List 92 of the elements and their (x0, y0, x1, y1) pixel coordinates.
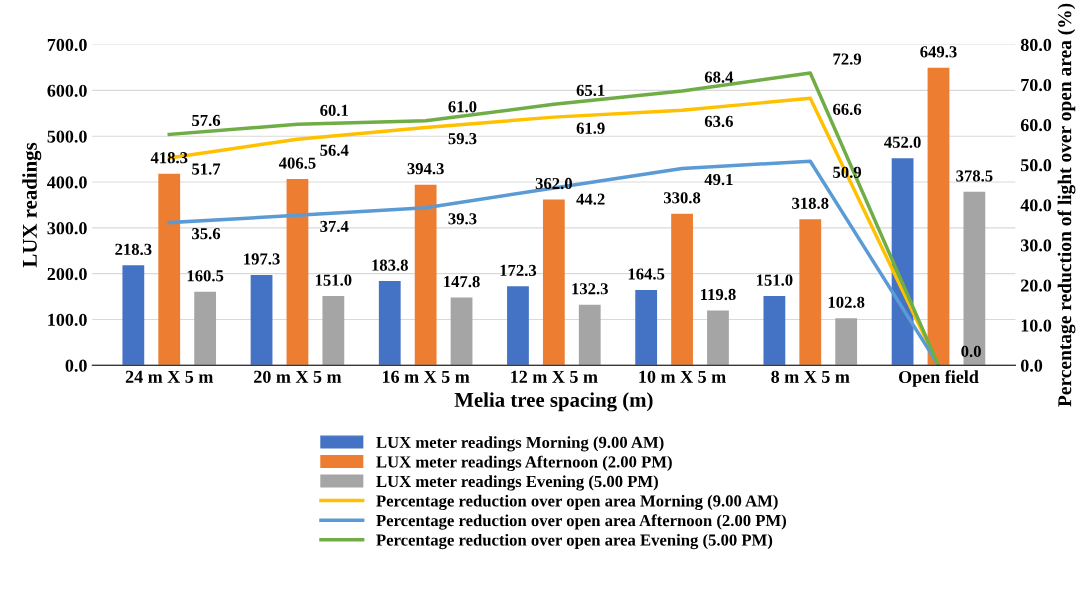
data-label: 164.5 (628, 268, 665, 280)
bar (414, 184, 437, 366)
bar (542, 199, 565, 366)
data-label: 147.8 (444, 276, 480, 288)
y-tick-label: 600.0 (47, 84, 87, 97)
data-label: 394.3 (407, 163, 444, 175)
bar (122, 265, 145, 366)
data-label: 68.4 (704, 71, 734, 83)
data-label: 318.8 (792, 197, 829, 209)
y-tick-label: 100.0 (48, 313, 87, 327)
y2-tick-label: 20.0 (1021, 279, 1052, 292)
legend-label: LUX meter readings Evening (5.00 PM) (376, 475, 658, 491)
y2-tick-label: 30.0 (1020, 239, 1052, 252)
data-label: 59.3 (448, 133, 477, 145)
data-label: 418.3 (150, 152, 188, 164)
data-label: 72.9 (833, 53, 862, 65)
data-label: 56.4 (320, 144, 349, 156)
y-tick-label: 0.0 (65, 359, 87, 372)
x-axis-title: Melia tree spacing (m) (454, 392, 653, 412)
data-label: 649.3 (920, 46, 957, 58)
y-tick-label: 300.0 (47, 222, 87, 235)
data-label: 65.1 (576, 84, 605, 97)
data-label: 61.9 (576, 122, 605, 134)
data-label: 57.6 (192, 114, 221, 127)
data-label: 151.0 (315, 274, 352, 286)
bar (707, 310, 729, 366)
y-axis-title: LUX readings (22, 142, 42, 268)
data-label: 39.3 (448, 213, 477, 225)
data-label: 44.2 (576, 193, 605, 205)
data-label: 330.8 (663, 192, 701, 204)
x-tick-label: 24 m X 5 m (125, 370, 214, 383)
legend-label: Percentage reduction over open area Afternoon (2.00 PM) (376, 514, 787, 530)
data-label: 218.3 (115, 243, 152, 256)
x-tick-label: 20 m X 5 m (254, 370, 342, 383)
data-label: 119.8 (701, 288, 736, 301)
legend-label: Percentage reduction over open area Evening (5.00 PM) (376, 533, 773, 550)
bar (799, 219, 822, 366)
bar (250, 274, 273, 366)
bar (378, 281, 401, 366)
data-label: 362.0 (535, 177, 572, 190)
bar (578, 304, 601, 366)
y-tick-label: 500.0 (47, 130, 87, 143)
data-label: 51.7 (192, 163, 221, 175)
bar (927, 67, 950, 366)
data-label: 102.8 (828, 296, 865, 308)
y2-tick-label: 70.0 (1021, 78, 1052, 92)
data-label: 37.4 (320, 220, 349, 233)
data-label: 183.8 (372, 259, 408, 271)
data-label: 172.3 (500, 264, 537, 277)
legend-label: Percentage reduction over open area Morning (9.00 AM) (376, 494, 778, 511)
data-label: 151.0 (756, 274, 793, 286)
legend-label: LUX meter readings Morning (9.00 AM) (376, 436, 664, 452)
y2-tick-label: 80.0 (1020, 38, 1052, 52)
bar (635, 289, 658, 366)
x-tick-label: 16 m X 5 m (382, 370, 470, 383)
data-label: 63.6 (704, 115, 733, 128)
data-label: 66.6 (833, 103, 862, 116)
bar (671, 213, 693, 366)
bar (286, 179, 309, 366)
bar (507, 286, 529, 366)
y2-tick-label: 0.0 (1020, 359, 1043, 372)
bar (835, 318, 858, 366)
y2-tick-label: 50.0 (1020, 159, 1052, 172)
bar (322, 296, 345, 366)
y-tick-label: 400.0 (47, 176, 87, 189)
y2-tick-label: 40.0 (1020, 199, 1052, 212)
data-label: 132.3 (572, 283, 608, 295)
data-label: 35.6 (192, 228, 221, 240)
y-tick-label: 200.0 (47, 267, 87, 281)
y2-axis-title: Percentage reduction of light over open area (%) (1057, 3, 1076, 407)
data-label: 49.1 (704, 173, 733, 186)
data-label: 406.5 (278, 157, 316, 169)
data-label: 197.3 (244, 253, 280, 265)
bar (963, 191, 986, 366)
x-tick-label: 10 m X 5 m (639, 370, 726, 383)
y2-tick-label: 10.0 (1021, 319, 1052, 332)
bar (763, 296, 786, 366)
x-tick-label: 12 m X 5 m (511, 370, 598, 383)
data-label: 452.0 (884, 136, 921, 148)
data-label: 61.0 (448, 101, 477, 113)
data-label: 0.0 (961, 345, 981, 358)
bar (194, 291, 217, 366)
x-tick-label: 8 m X 5 m (771, 370, 850, 383)
y-tick-label: 700.0 (47, 38, 87, 52)
data-label: 160.5 (187, 270, 224, 282)
bar (450, 297, 473, 366)
data-label: 60.1 (320, 104, 348, 117)
bar (158, 173, 181, 366)
data-label: 378.5 (956, 170, 993, 182)
y2-tick-label: 60.0 (1020, 119, 1052, 132)
legend-label: LUX meter readings Afternoon (2.00 PM) (376, 455, 672, 472)
x-tick-label: Open field (898, 370, 979, 387)
